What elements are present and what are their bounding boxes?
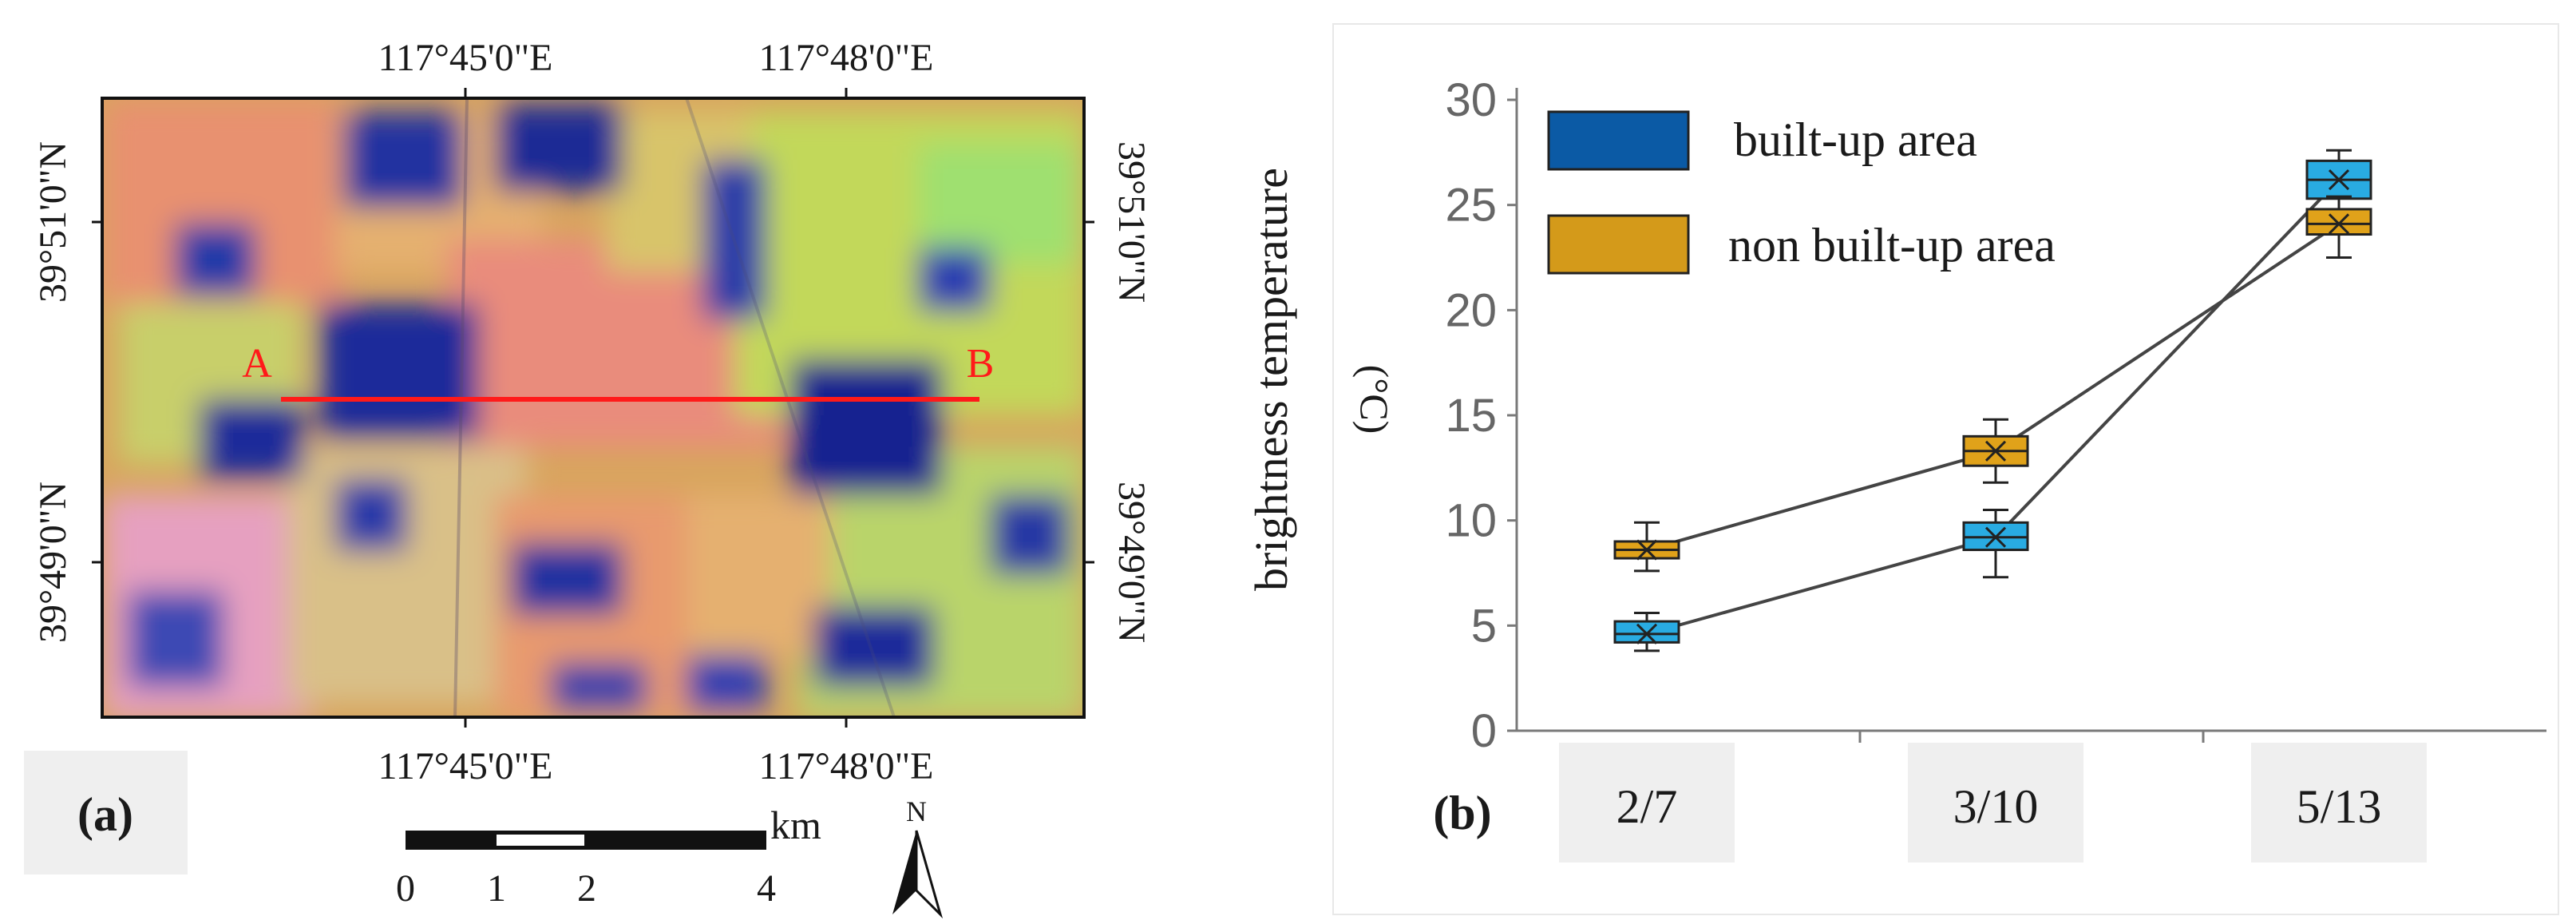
mean-marker bbox=[1984, 526, 2007, 548]
y-tick-label: 25 bbox=[1445, 180, 1497, 232]
scale-bar: km 0 1 2 4 bbox=[396, 803, 821, 910]
y-axis-unit: (°C) bbox=[1352, 365, 1397, 434]
left-lat-label-1: 39°51'0"N bbox=[32, 141, 74, 303]
box-1-2 bbox=[2305, 195, 2372, 259]
panel-a-label: (a) bbox=[77, 788, 133, 841]
mean-marker bbox=[1636, 623, 1658, 644]
box-body bbox=[2305, 208, 2372, 236]
satellite-map-image bbox=[102, 98, 1084, 717]
legend-swatch-built-up bbox=[1547, 110, 1690, 171]
box-1-0 bbox=[1613, 521, 1680, 573]
scale-tick-0: 0 bbox=[396, 867, 415, 910]
panel-b: 0 5 10 15 20 25 30 2/7 3/10 5/13 brightness temp… bbox=[1245, 23, 2559, 915]
map-frame bbox=[101, 97, 1086, 719]
x-category-label: 2/7 bbox=[1616, 780, 1678, 833]
scale-tick-2: 2 bbox=[577, 867, 596, 910]
bottom-lon-label-2: 117°48'0"E bbox=[759, 745, 934, 787]
north-arrow-icon: N bbox=[892, 795, 944, 919]
series-line-1 bbox=[1646, 222, 2341, 552]
box-0-0 bbox=[1613, 612, 1680, 652]
x-category-bg bbox=[2251, 743, 2427, 863]
map-ticks bbox=[92, 88, 1094, 728]
series-boxes bbox=[1613, 149, 2372, 652]
y-tick-label: 30 bbox=[1445, 74, 1497, 126]
panel-a-label-bg bbox=[24, 751, 188, 874]
x-categories: 2/7 3/10 5/13 bbox=[1559, 731, 2427, 863]
panel-a: 117°45'0"E 117°48'0"E 117°45'0"E 117°48'… bbox=[24, 37, 1153, 919]
scale-tick-1: 1 bbox=[487, 867, 506, 910]
x-category-bg bbox=[1908, 743, 2083, 863]
panel-b-label: (b) bbox=[1433, 787, 1491, 839]
transect-end-label: B bbox=[967, 341, 995, 387]
y-tick-label: 0 bbox=[1471, 705, 1497, 757]
legend-swatch-non-built-up bbox=[1547, 214, 1690, 275]
right-lat-label-2: 39°49'0"N bbox=[1110, 482, 1153, 643]
top-lon-label-1: 117°45'0"E bbox=[378, 37, 553, 79]
y-ticks: 0 5 10 15 20 25 30 bbox=[1445, 74, 1517, 757]
box-0-1 bbox=[1962, 509, 2029, 579]
top-lon-label-2: 117°48'0"E bbox=[759, 37, 934, 79]
y-tick-label: 5 bbox=[1471, 600, 1497, 652]
y-tick-label: 20 bbox=[1445, 284, 1497, 336]
x-category-label: 3/10 bbox=[1953, 780, 2039, 833]
panel-b-frame bbox=[1332, 23, 2559, 915]
legend-label-non-built-up: non built-up area bbox=[1728, 219, 2056, 272]
transect-start-label: A bbox=[242, 341, 272, 387]
scale-tick-4: 4 bbox=[757, 867, 776, 910]
legend: built-up area non built-up area bbox=[1547, 110, 2056, 275]
mean-marker bbox=[1636, 539, 1658, 561]
x-category-bg bbox=[1559, 743, 1735, 863]
y-tick-label: 10 bbox=[1445, 495, 1497, 547]
mean-marker bbox=[1984, 440, 2007, 462]
y-tick-label: 15 bbox=[1445, 390, 1497, 442]
box-body bbox=[1613, 620, 1680, 644]
bottom-lon-label-1: 117°45'0"E bbox=[378, 745, 553, 787]
scale-bar-unit: km bbox=[770, 803, 821, 847]
legend-label-built-up: built-up area bbox=[1734, 113, 1977, 166]
mean-marker bbox=[2328, 213, 2350, 235]
x-category-label: 5/13 bbox=[2297, 780, 2382, 833]
box-1-1 bbox=[1962, 418, 2029, 484]
box-0-2 bbox=[2305, 149, 2372, 219]
mean-marker bbox=[2328, 169, 2350, 191]
north-label: N bbox=[906, 795, 927, 827]
right-lat-label-1: 39°51'0"N bbox=[1110, 141, 1153, 303]
left-lat-label-2: 39°49'0"N bbox=[32, 482, 74, 643]
y-axis-label: brightness temperature bbox=[1245, 168, 1297, 591]
